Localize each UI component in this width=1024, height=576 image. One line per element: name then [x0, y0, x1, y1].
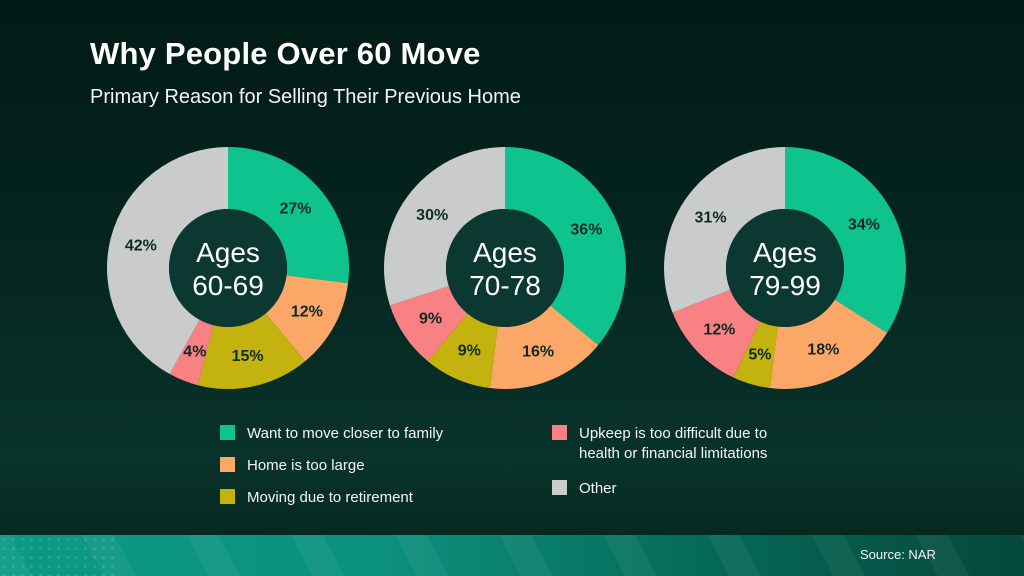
slice-value-label: 34%	[848, 217, 880, 234]
slice-value-label: 5%	[748, 346, 771, 363]
header: Why People Over 60 Move Primary Reason f…	[90, 36, 521, 109]
legend-swatch-gray	[552, 479, 567, 495]
legend-column-2: Upkeep is too difficult due to health or…	[552, 424, 798, 510]
donut-chart-ages-60-69: 27% 12% 15% 4% 42% Ages 60-69	[106, 146, 350, 390]
donut-center-label-line-1: Ages	[753, 237, 817, 268]
footer-dot-pattern	[0, 535, 120, 576]
donut-hole	[726, 209, 844, 327]
donut-slice-other	[664, 147, 785, 313]
donut-slice-want-to-move	[228, 147, 350, 284]
slice-value-label: 18%	[807, 341, 839, 358]
slice-value-label: 12%	[703, 322, 735, 339]
source-label: Source: NAR	[860, 547, 936, 562]
donut-slice-home-is-too	[769, 299, 888, 390]
legend-item-closer-to-family: Want to move closer to family	[220, 424, 520, 444]
slice-value-label: 16%	[522, 344, 554, 361]
donut-slice-want-to-move	[505, 147, 626, 346]
donut-hole	[446, 209, 564, 327]
donut-center-label-line-2: 79-99	[749, 270, 821, 301]
donut-hole	[169, 209, 287, 327]
slice-value-label: 12%	[291, 303, 323, 320]
donut-center-label-line-1: Ages	[196, 237, 260, 268]
donut-chart-ages-70-78: 36% 16% 9% 9% 30% Ages 70-78	[383, 146, 627, 390]
donut-slice-upkeep-is-too	[672, 289, 760, 378]
legend-item-home-too-large: Home is too large	[220, 456, 520, 476]
donut-slice-home-is-too	[489, 305, 599, 390]
donut-center-label-line-1: Ages	[473, 237, 537, 268]
donut-slice-moving-due-to	[197, 313, 306, 390]
donut-chart-ages-79-99: 34% 18% 5% 12% 31% Ages 79-99	[663, 146, 907, 390]
donut-slice-moving-due-to	[427, 313, 498, 389]
donut-slice-home-is-too	[265, 275, 349, 362]
donut-slice-upkeep-is-too	[389, 286, 468, 362]
donut-center-label-line-2: 60-69	[192, 270, 264, 301]
legend-swatch-yellow	[220, 488, 235, 504]
donut-slice-want-to-move	[785, 147, 906, 333]
slice-value-label: 15%	[232, 348, 264, 365]
page-subtitle: Primary Reason for Selling Their Previou…	[90, 86, 521, 108]
slice-value-label: 4%	[183, 344, 206, 361]
legend-label: Want to move closer to family	[247, 425, 444, 442]
donut-slice-moving-due-to	[733, 321, 778, 389]
page-title: Why People Over 60 Move	[90, 36, 481, 71]
donut-slice-other	[383, 147, 505, 306]
slice-value-label: 9%	[419, 311, 442, 328]
donut-slice-upkeep-is-too	[169, 319, 214, 386]
legend-item-other: Other	[552, 479, 798, 499]
legend-swatch-pink	[552, 425, 567, 440]
donut-center-label-line-2: 70-78	[469, 270, 541, 301]
footer-bar: Source: NAR	[0, 535, 1024, 576]
legend-swatch-green	[220, 425, 235, 440]
slice-value-label: 9%	[458, 343, 481, 360]
legend-label: Other	[579, 479, 617, 497]
slice-value-label: 42%	[125, 238, 157, 255]
donut-slice-other	[107, 147, 228, 375]
slice-value-label: 30%	[416, 207, 448, 224]
legend-label: Upkeep is too difficult due to health or…	[579, 425, 768, 462]
legend-swatch-orange	[220, 456, 235, 472]
legend-label: Home is too large	[247, 456, 365, 474]
slice-value-label: 27%	[279, 200, 311, 217]
legend-column-1: Want to move closer to family Home is to…	[220, 424, 520, 519]
slice-value-label: 31%	[695, 209, 727, 226]
legend-label: Moving due to retirement	[247, 488, 413, 506]
legend-item-retirement: Moving due to retirement	[220, 488, 520, 508]
slice-value-label: 36%	[570, 222, 602, 239]
legend-item-upkeep: Upkeep is too difficult due to health or…	[552, 424, 798, 464]
